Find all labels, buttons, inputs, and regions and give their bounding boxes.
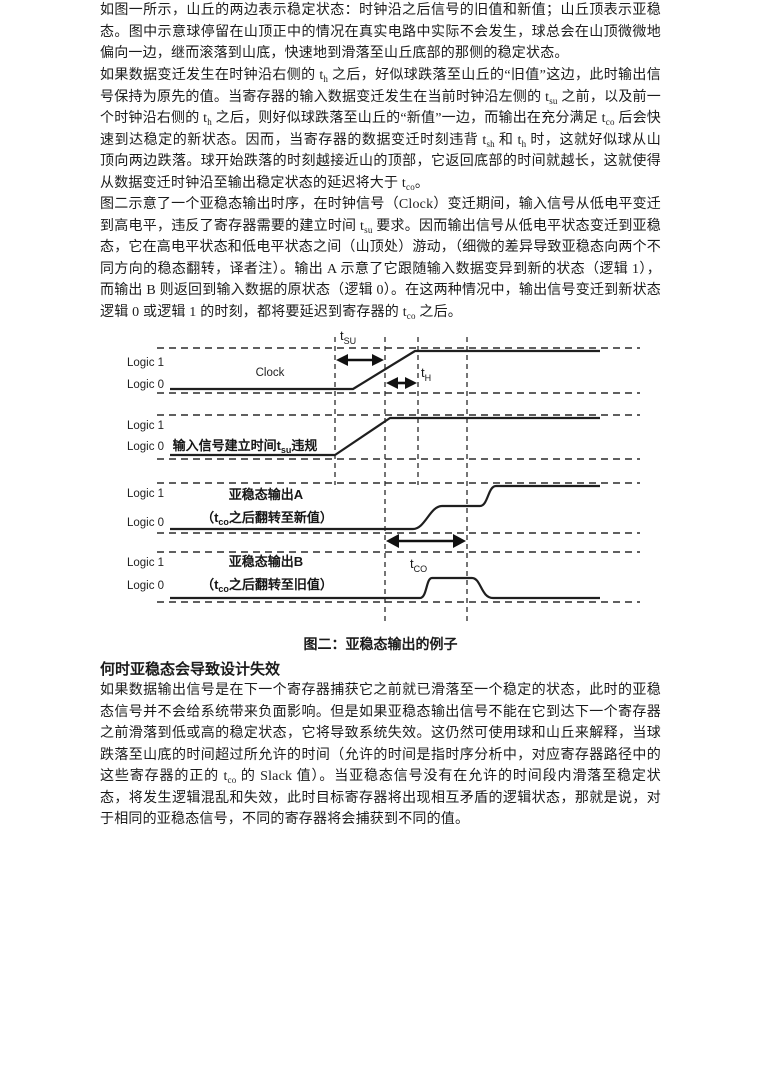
- outa-logic1-label: Logic 1: [127, 488, 164, 500]
- tco-label: tCO: [410, 556, 427, 574]
- clock-logic0-label: Logic 0: [127, 379, 164, 391]
- tsu-arrow: [336, 354, 384, 366]
- th-label: tH: [421, 365, 431, 383]
- output-b-waveform: [170, 576, 600, 600]
- output-a-waveform: [170, 484, 600, 531]
- output-a-title: 亚稳态输出A: [229, 487, 304, 502]
- outb-logic1-label: Logic 1: [127, 557, 164, 569]
- figure-caption: 图二：亚稳态输出的例子: [303, 636, 458, 652]
- output-b-subtitle: （tco之后翻转至旧值）: [201, 577, 333, 594]
- clock-waveform: [170, 349, 600, 391]
- timing-diagram-svg: Logic 1 Logic 0 Clock tSU tH Logic 1 Log…: [127, 328, 640, 625]
- clock-label: Clock: [256, 367, 285, 379]
- paragraph-hill-analogy: 如图一所示，山丘的两边表示稳定状态：时钟沿之后信号的旧值和新值；山丘顶表示亚稳态…: [100, 3, 661, 61]
- output-a-subtitle: （tco之后翻转至新值）: [201, 510, 333, 527]
- tco-arrow: [386, 534, 466, 548]
- outb-logic0-label: Logic 0: [127, 580, 164, 592]
- section-heading: 何时亚稳态会导致设计失效: [100, 661, 281, 678]
- logic-level-gridlines: [157, 347, 640, 603]
- figure-metastable-timing-diagram: Logic 1 Logic 0 Clock tSU tH Logic 1 Log…: [100, 325, 661, 654]
- time-reference-gridlines: [334, 337, 468, 625]
- th-arrow: [386, 377, 417, 389]
- paragraph-timing-violation: 如果数据变迁发生在时钟沿右侧的 th 之后，好似球跌落至山丘的“旧值”这边，此时…: [100, 68, 661, 192]
- tsu-label: tSU: [340, 328, 356, 346]
- paragraph-design-failure: 如果数据输出信号是在下一个寄存器捕获它之前就已滑落至一个稳定的状态，此时的亚稳态…: [100, 683, 661, 827]
- input-logic0-label: Logic 0: [127, 441, 164, 453]
- paragraph-figure2-description: 图二示意了一个亚稳态输出时序，在时钟信号（Clock）变迁期间，输入信号从低电平…: [100, 197, 661, 321]
- output-b-title: 亚稳态输出B: [229, 554, 303, 569]
- outa-logic0-label: Logic 0: [127, 517, 164, 529]
- input-setup-violation-label: 输入信号建立时间tsu违规: [173, 438, 318, 455]
- clock-logic1-label: Logic 1: [127, 357, 164, 369]
- input-logic1-label: Logic 1: [127, 420, 164, 432]
- document-content: 如图一所示，山丘的两边表示稳定状态：时钟沿之后信号的旧值和新值；山丘顶表示亚稳态…: [100, 0, 661, 831]
- input-waveform: [170, 416, 600, 457]
